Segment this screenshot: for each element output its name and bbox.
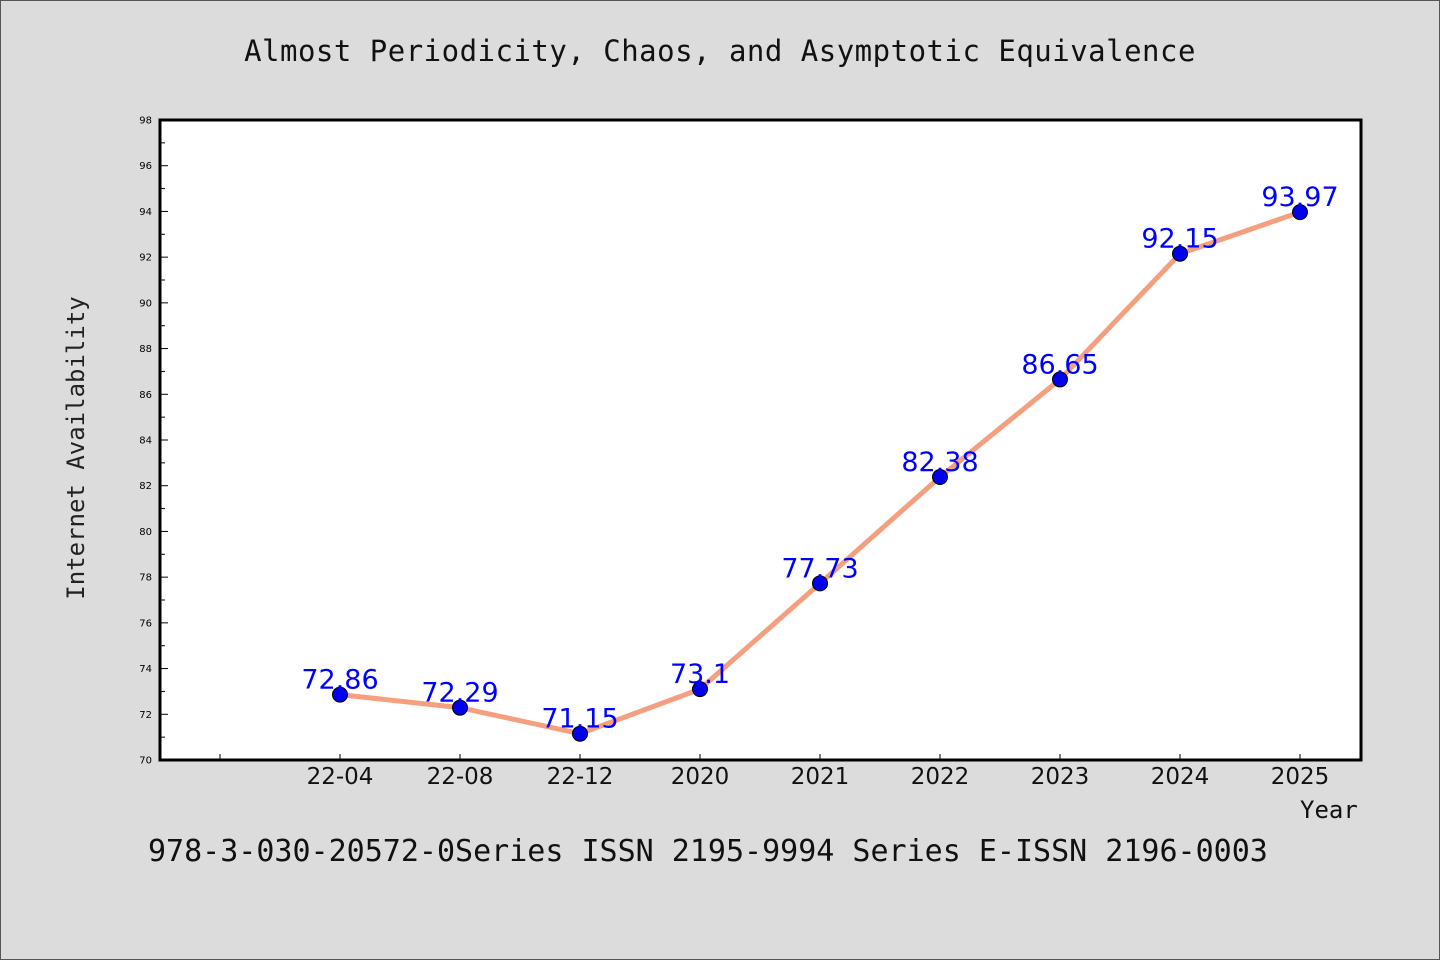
- data-label: 82.38: [901, 447, 978, 478]
- plot-frame: [158, 118, 1363, 762]
- data-point: [452, 699, 468, 716]
- x-tick-label: 2022: [911, 764, 970, 790]
- data-point: [332, 686, 348, 703]
- footer-text: 978-3-030-20572-0Series ISSN 2195-9994 S…: [148, 834, 1268, 869]
- series-markers: [332, 204, 1308, 742]
- y-tick-label: 98: [139, 116, 152, 127]
- data-label: 86.65: [1021, 349, 1098, 380]
- data-label: 72.29: [421, 678, 498, 709]
- x-tick-label: 22-04: [307, 764, 374, 790]
- y-axis: 70 72 74 76 78 80 82 84 86 88 90 92 94 96 98: [139, 116, 168, 767]
- chart-title: Almost Periodicity, Chaos, and Asymptoti…: [244, 34, 1196, 68]
- y-tick-label: 86: [139, 390, 152, 401]
- data-point: [1172, 245, 1188, 262]
- y-tick-label: 88: [139, 344, 152, 355]
- data-labels: 72.86 72.29 71.15 73.1 77.73 82.38 86.65 92.15 9…: [301, 182, 1338, 735]
- data-label: 77.73: [781, 553, 858, 584]
- y-tick-label: 90: [139, 298, 152, 309]
- x-tick-label: 2020: [671, 764, 730, 790]
- y-tick-label: 70: [139, 756, 152, 767]
- data-point: [1052, 371, 1068, 388]
- y-tick-label: 76: [139, 618, 152, 629]
- x-axis: 22-04 22-08 22-12 2020 2021 2022 2023 2024 2025: [219, 754, 1330, 790]
- y-tick-label: 78: [139, 573, 152, 584]
- y-tick-label: 72: [139, 710, 152, 721]
- plot-area: [158, 118, 1363, 762]
- x-tick-label: 22-08: [427, 764, 494, 790]
- x-axis-label: Year: [1300, 796, 1358, 824]
- data-label: 72.86: [301, 665, 378, 696]
- x-tick-label: 2024: [1151, 764, 1210, 790]
- data-label: 93.97: [1261, 182, 1338, 213]
- y-tick-label: 82: [139, 481, 152, 492]
- data-point: [1292, 204, 1308, 221]
- y-tick-label: 92: [139, 253, 152, 264]
- data-point: [572, 725, 588, 742]
- data-point: [692, 681, 708, 698]
- y-tick-label: 74: [139, 664, 152, 675]
- x-tick-label: 2023: [1031, 764, 1090, 790]
- data-label: 73.1: [670, 659, 730, 690]
- data-label: 92.15: [1141, 224, 1218, 255]
- data-point: [812, 575, 828, 592]
- x-tick-label: 22-12: [547, 764, 614, 790]
- y-tick-label: 96: [139, 161, 152, 172]
- data-label: 71.15: [541, 704, 618, 735]
- x-tick-label: 2021: [791, 764, 850, 790]
- data-point: [932, 469, 948, 486]
- x-tick-label: 2025: [1271, 764, 1330, 790]
- y-tick-label: 84: [139, 436, 152, 447]
- y-tick-label: 80: [139, 527, 152, 538]
- y-tick-label: 94: [139, 207, 152, 218]
